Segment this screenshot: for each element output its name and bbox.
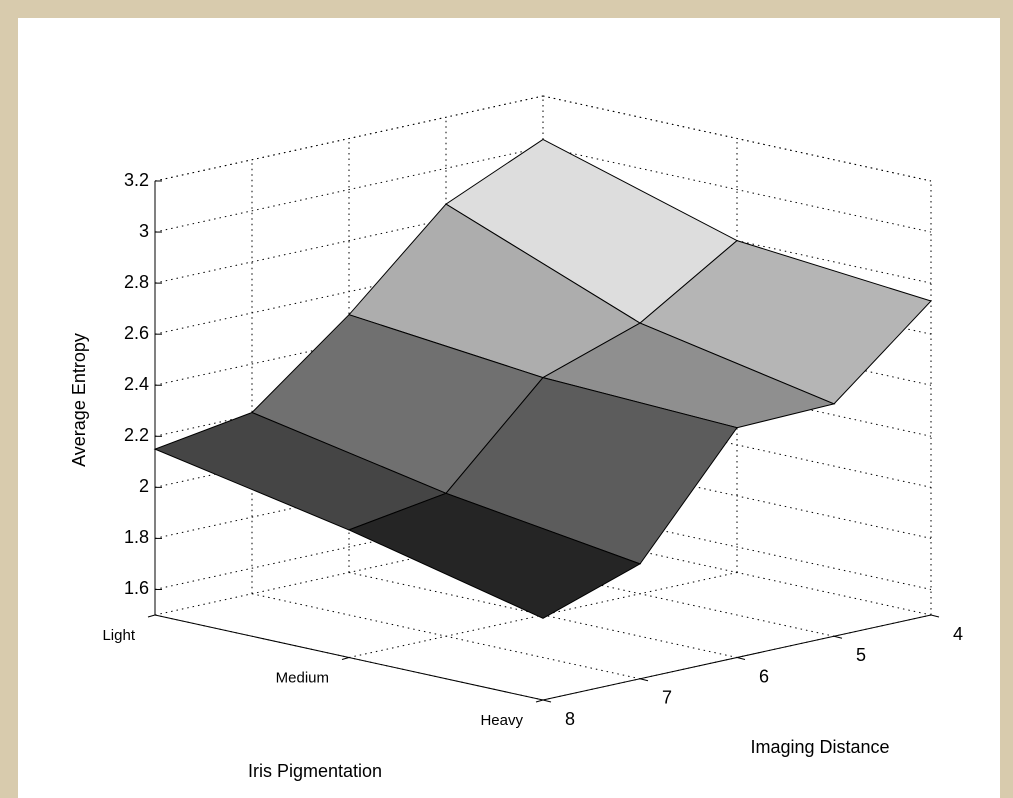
grid-line [154,95,544,182]
z-tick-label: 2.4 [124,374,149,394]
grid-line [154,146,544,233]
y-tick [639,678,649,682]
surface-face [347,492,642,619]
y-tick-label: 6 [759,666,769,686]
y-tick-label: 7 [662,688,672,708]
z-tick-label: 1.6 [124,578,149,598]
z-tick-label: 3 [139,221,149,241]
y-tick-label: 8 [565,709,575,729]
x-tick-label: Light [102,627,135,644]
z-tick-label: 2.2 [124,425,149,445]
y-tick-label: 5 [856,645,866,665]
z-tick-label: 1.8 [124,527,149,547]
y-tick [833,635,843,639]
x-tick-label: Heavy [480,712,523,729]
x-tick [535,699,544,703]
x-tick [341,657,350,660]
y-axis-title: Imaging Distance [750,737,889,757]
y-tick [736,657,746,660]
y-tick [542,699,552,703]
z-axis-title: Average Entropy [69,333,89,467]
x-tick [147,614,156,618]
y-tick-label: 4 [953,624,963,644]
z-tick-label: 3.2 [124,170,149,190]
x-tick-label: Medium [276,669,329,686]
z-tick-label: 2.8 [124,272,149,292]
grid-line [542,146,932,233]
z-tick-label: 2 [139,476,149,496]
grid-line [542,95,932,182]
x-axis-title: Iris Pigmentation [248,761,382,781]
y-tick [930,614,940,618]
z-tick-label: 2.6 [124,323,149,343]
